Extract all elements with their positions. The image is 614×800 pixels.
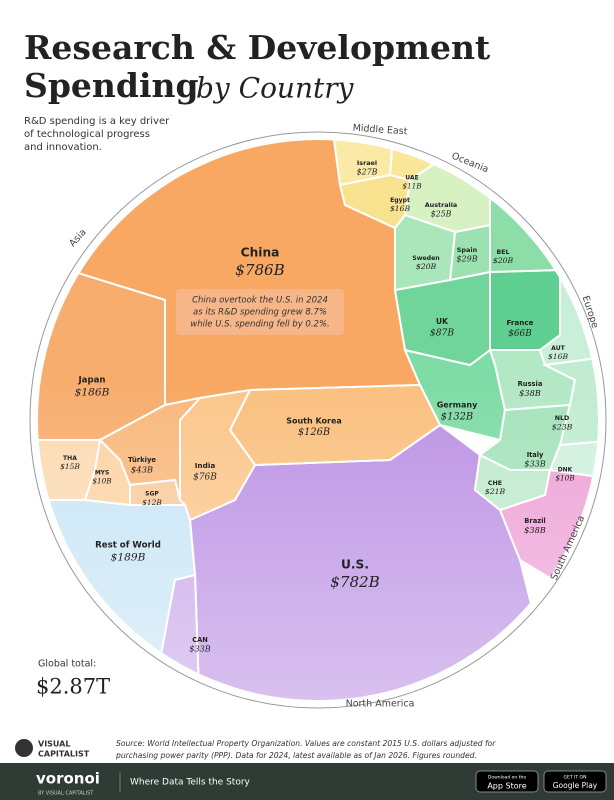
country-name: CAN xyxy=(192,636,207,644)
badge-text: App Store xyxy=(487,782,526,791)
country-name: Italy xyxy=(527,451,544,459)
country-name: UK xyxy=(436,317,449,326)
country-value: $10B xyxy=(92,477,112,486)
country-value: $23B xyxy=(552,422,573,431)
country-value: $87B xyxy=(430,327,455,338)
brand: voronoi xyxy=(36,770,100,788)
region-label: Europe xyxy=(580,294,601,329)
country-name: MYS xyxy=(95,471,109,477)
country-value: $782B xyxy=(330,573,380,591)
source: purchasing power parity (PPP). Data for … xyxy=(115,751,477,760)
country-value: $25B xyxy=(431,209,452,218)
country-value: $33B xyxy=(189,644,210,654)
country-value: $15B xyxy=(60,462,80,471)
country-value: $76B xyxy=(193,472,217,482)
description: and innovation. xyxy=(24,142,102,153)
country-value: $786B xyxy=(235,261,285,279)
app-store-badge[interactable] xyxy=(475,770,539,793)
country-value: $21B xyxy=(485,487,506,496)
country-value: $27B xyxy=(357,167,378,176)
source: Source: World Intellectual Property Orga… xyxy=(116,739,496,748)
google-play-badge[interactable] xyxy=(543,770,607,793)
country-name: Russia xyxy=(518,380,543,388)
country-value: $16B xyxy=(548,352,568,361)
country-name: Brazil xyxy=(524,517,545,525)
region-label: Oceania xyxy=(450,151,490,176)
annotation-box xyxy=(176,289,344,335)
country-name: Rest of World xyxy=(95,541,161,551)
labels: China$786B U.S.$782B Rest of World$189B Jap… xyxy=(60,159,575,654)
country-name: Egypt xyxy=(390,197,410,204)
country-value: $33B xyxy=(524,459,545,469)
country-name: CHE xyxy=(488,480,502,487)
region-label: Middle East xyxy=(352,123,408,138)
description: R&D spending is a key driver xyxy=(24,116,170,127)
region-label: Asia xyxy=(67,227,89,249)
country-value: $186B xyxy=(75,387,110,399)
country-name: Sweden xyxy=(412,255,439,262)
title-italic: by Country xyxy=(196,72,355,105)
country-value: $126B xyxy=(298,427,330,438)
country-name: Israel xyxy=(357,159,377,167)
outer-ring xyxy=(29,131,607,709)
country-value: $20B xyxy=(493,256,514,265)
country-value: $12B xyxy=(142,498,162,507)
country-name: France xyxy=(506,318,533,327)
badge-text: Google Play xyxy=(553,781,598,790)
country-value: $20B xyxy=(416,262,437,271)
country-name: Japan xyxy=(77,376,105,386)
country-value: $29B xyxy=(456,255,477,264)
logo: VISUAL xyxy=(38,740,70,749)
country-value: $16B xyxy=(390,204,410,213)
country-value: $132B xyxy=(441,411,473,422)
country-name: UAE xyxy=(405,176,418,182)
total-value: $2.87T xyxy=(36,675,110,699)
title: Spending xyxy=(24,66,199,105)
annotation: while U.S. spending fell by 0.2%. xyxy=(190,320,329,330)
annotation: China overtook the U.S. in 2024 xyxy=(192,296,328,306)
country-name: BEL xyxy=(497,249,510,256)
badge-small: Download on the xyxy=(488,775,526,781)
country-name: Spain xyxy=(457,246,478,254)
country-value: $11B xyxy=(402,182,422,191)
country-name: AUT xyxy=(551,345,565,352)
logo-mark xyxy=(15,739,33,757)
country-value: $38B xyxy=(519,388,541,398)
region-label: North America xyxy=(346,699,415,710)
description: of technological progress xyxy=(24,129,150,140)
cells xyxy=(38,140,598,700)
country-value: $38B xyxy=(524,525,546,535)
brand-sub: BY VISUAL CAPITALIST xyxy=(38,791,94,797)
annotation: as its R&D spending grew 8.7% xyxy=(193,308,327,318)
country-name: U.S. xyxy=(341,558,369,572)
country-value: $43B xyxy=(131,464,153,474)
country-value: $66B xyxy=(508,329,532,339)
country-name: China xyxy=(241,246,280,260)
country-name: Australia xyxy=(425,201,458,209)
title: Research & Development xyxy=(24,28,491,67)
logo: CAPITALIST xyxy=(38,750,90,759)
country-name: Germany xyxy=(437,401,478,410)
country-name: SGP xyxy=(145,491,159,498)
country-value: $10B xyxy=(555,474,575,483)
country-name: NLD xyxy=(555,415,570,422)
total-label: Global total: xyxy=(38,659,96,670)
country-name: India xyxy=(195,461,216,470)
country-name: Türkiye xyxy=(128,456,156,464)
country-name: THA xyxy=(63,455,77,462)
country-name: DNK xyxy=(558,468,573,474)
cell xyxy=(489,140,598,274)
tagline: Where Data Tells the Story xyxy=(130,778,251,788)
badge-small: GET IT ON xyxy=(564,775,587,781)
country-value: $189B xyxy=(111,552,146,564)
country-name: South Korea xyxy=(286,417,342,426)
